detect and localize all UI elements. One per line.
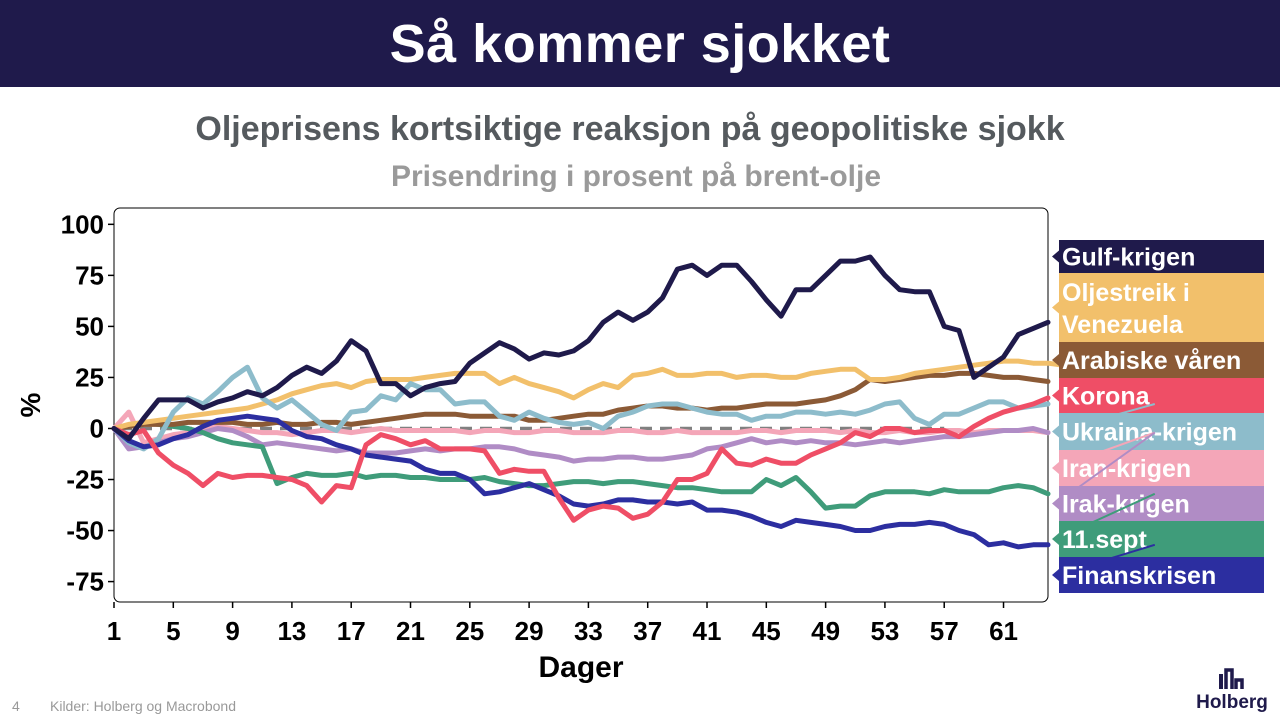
- legend-label: Korona: [1062, 383, 1151, 411]
- y-tick-label: 75: [75, 260, 104, 290]
- logo-mark-icon: [1219, 668, 1244, 689]
- x-tick-label: 1: [107, 616, 121, 646]
- x-tick-label: 21: [396, 616, 425, 646]
- legend-box: [1059, 342, 1264, 378]
- y-tick-label: -50: [66, 516, 104, 546]
- legend-pointer-icon: [1052, 462, 1059, 474]
- legend-box: [1059, 557, 1264, 593]
- y-tick-label: -25: [66, 465, 104, 495]
- legend-label: Finanskrisen: [1062, 562, 1216, 590]
- legend-label: Arabiske våren: [1062, 347, 1241, 375]
- legend-pointer-icon: [1052, 533, 1059, 545]
- x-tick-label: 9: [225, 616, 239, 646]
- y-tick-label: 50: [75, 311, 104, 341]
- legend-pointer-icon: [1052, 497, 1059, 510]
- legend-label: Gulf-krigen: [1062, 244, 1195, 272]
- x-tick-label: 13: [277, 616, 306, 646]
- series-line-11-sept: [111, 419, 1051, 511]
- y-tick-label: -75: [66, 567, 104, 597]
- series-line-korona: [111, 395, 1051, 523]
- slide-header: Så kommer sjokket: [0, 0, 1280, 87]
- legend-label: Iran-krigen: [1062, 455, 1191, 483]
- legend-label: Ukraina-krigen: [1062, 419, 1237, 447]
- legend-box: [1059, 486, 1264, 521]
- x-tick-label: 41: [693, 616, 722, 646]
- legend-pointer-icon: [1052, 389, 1059, 402]
- legend-label: Oljestreik i: [1062, 279, 1190, 307]
- legend-pointer-icon: [1052, 569, 1059, 581]
- x-tick-label: 29: [515, 616, 544, 646]
- x-tick-label: 5: [166, 616, 180, 646]
- series-line-irak-krigen: [111, 426, 1051, 464]
- series-line-oljestreik-i-venezuela: [111, 356, 1155, 431]
- series-line-gulf-krigen: [111, 254, 1051, 442]
- logo-text: Holberg: [1196, 692, 1268, 713]
- legend-box: [1059, 273, 1264, 342]
- y-tick-label: 25: [75, 362, 104, 392]
- legend-box: [1059, 378, 1264, 413]
- series-line-ukraina-krigen: [111, 364, 1051, 452]
- x-tick-label: 49: [811, 616, 840, 646]
- x-tick-label: 61: [989, 616, 1018, 646]
- y-tick-label: 0: [90, 413, 104, 443]
- holberg-logo: Holberg: [1192, 658, 1272, 718]
- legend-pointer-icon: [1052, 354, 1059, 366]
- y-axis-label: %: [15, 392, 46, 417]
- legend-pointer-icon: [1052, 425, 1059, 438]
- legend-box: [1059, 240, 1264, 273]
- slide-title: Så kommer sjokket: [389, 13, 891, 74]
- legend-label: Venezuela: [1062, 311, 1184, 339]
- legend-box: [1059, 413, 1264, 450]
- series-line-finanskrisen: [111, 413, 1051, 550]
- y-tick-label: 100: [61, 209, 104, 239]
- chart-title: Oljeprisens kortsiktige reaksjon på geop…: [195, 110, 1065, 148]
- x-tick-label: 33: [574, 616, 603, 646]
- chart-subtitle: Prisendring i prosent på brent-olje: [390, 160, 882, 193]
- x-tick-label: 17: [337, 616, 366, 646]
- legend-box: [1059, 521, 1264, 557]
- legend-label: Irak-krigen: [1062, 491, 1190, 519]
- x-tick-label: 57: [930, 616, 959, 646]
- x-axis-label: Dager: [538, 651, 623, 684]
- x-tick-label: 53: [870, 616, 899, 646]
- legend-box: [1059, 450, 1264, 486]
- source-note: Kilder: Holberg og Macrobond: [50, 698, 236, 714]
- series-line-iran-krigen: [111, 409, 1051, 446]
- legend-pointer-icon: [1052, 301, 1059, 314]
- legend-pointer-icon: [1052, 250, 1059, 263]
- page-number: 4: [12, 698, 20, 714]
- x-tick-label: 45: [752, 616, 781, 646]
- x-tick-label: 25: [455, 616, 484, 646]
- x-tick-label: 37: [633, 616, 662, 646]
- legend-label: 11.sept: [1062, 526, 1147, 554]
